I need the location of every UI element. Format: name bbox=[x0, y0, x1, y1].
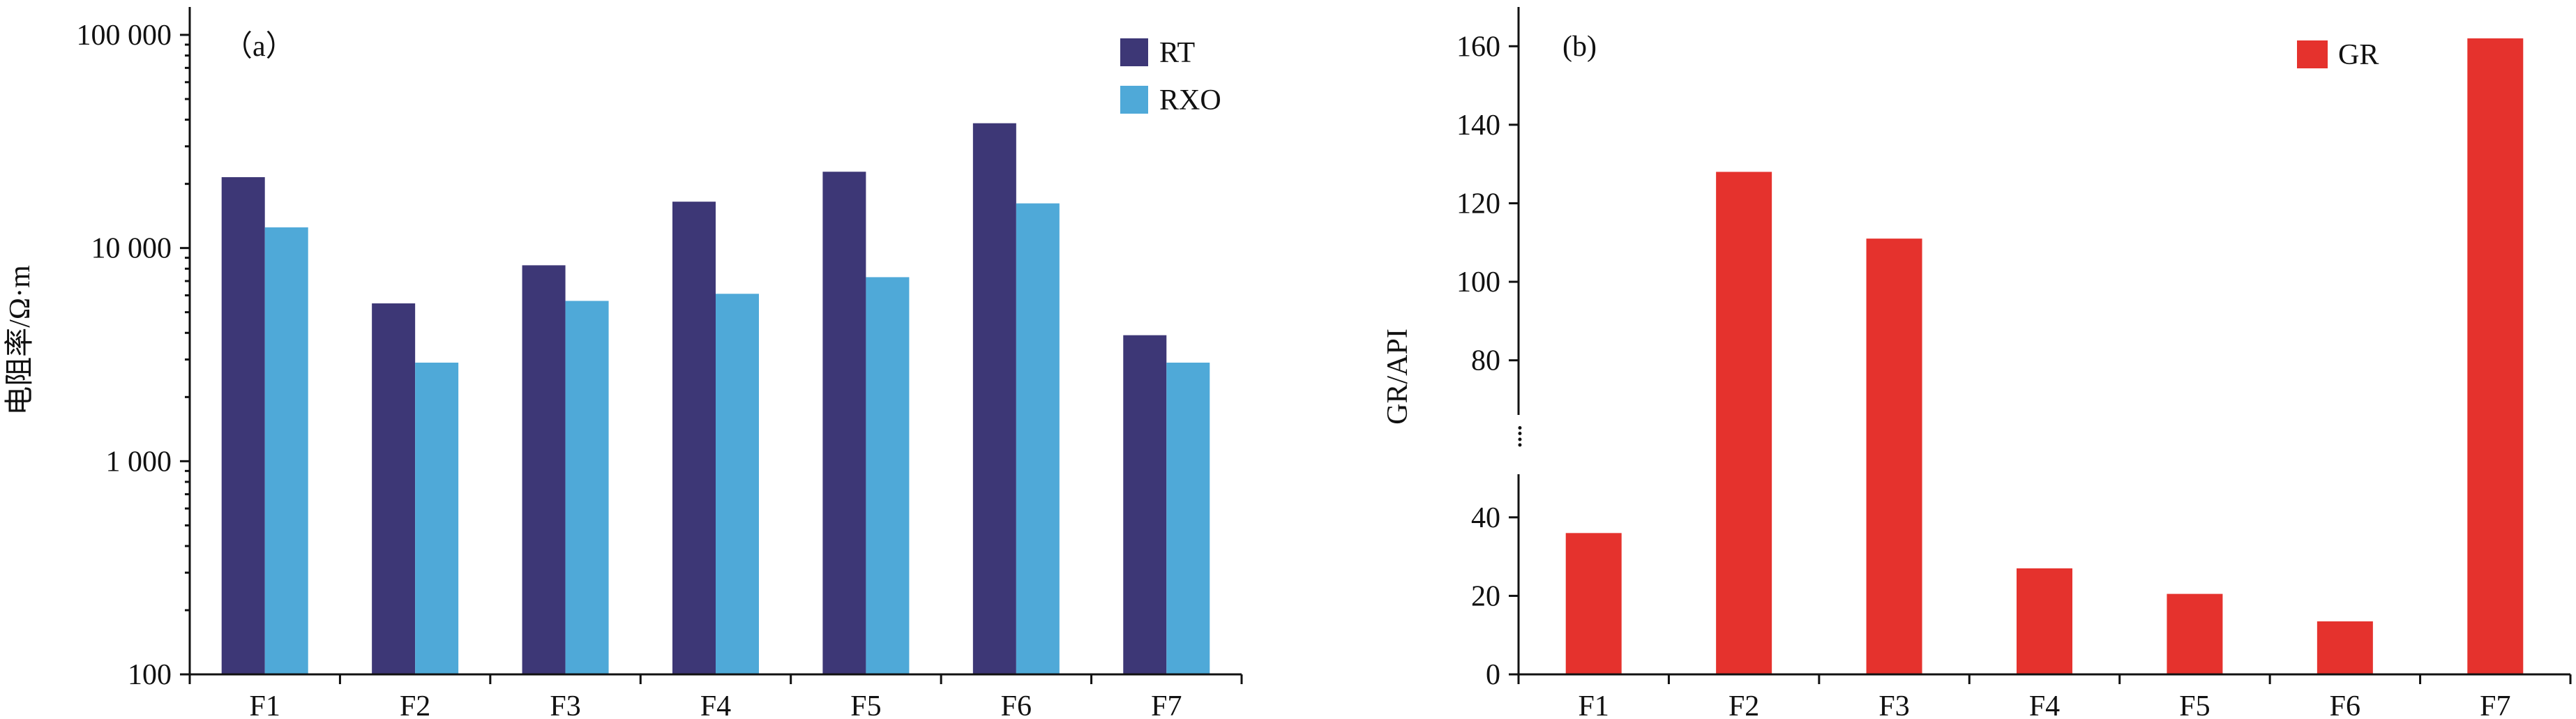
y-tick-label: 40 bbox=[1471, 502, 1500, 534]
bar-gr-f7 bbox=[2467, 38, 2524, 675]
bar-rxo-f4 bbox=[716, 294, 759, 674]
panel-a-x-ticks: F1 F2 F3 F4 F5 F6 F7 bbox=[188, 674, 1243, 719]
bar-rt-f2 bbox=[372, 303, 416, 674]
bar-rt-f3 bbox=[522, 265, 566, 674]
y-tick-label: 20 bbox=[1471, 580, 1500, 612]
legend-label-gr: GR bbox=[2338, 39, 2379, 71]
bar-rxo-f6 bbox=[1016, 203, 1060, 675]
y-tick-label: 100 000 bbox=[77, 20, 172, 52]
panel-a-y-ticks: 100 1 000 10 000 100 000 bbox=[77, 20, 190, 691]
x-tick-label-f3: F3 bbox=[1878, 690, 1909, 719]
y-tick-label: 10 000 bbox=[91, 233, 172, 265]
x-tick-label-f7: F7 bbox=[1151, 690, 1182, 719]
y-tick-label: 100 bbox=[128, 659, 172, 691]
legend-swatch-rxo bbox=[1120, 86, 1148, 114]
y-tick-label: 100 bbox=[1456, 266, 1500, 298]
bar-rxo-f2 bbox=[415, 362, 459, 674]
x-tick-label-f1: F1 bbox=[1579, 690, 1609, 719]
panel-b-label: (b) bbox=[1562, 31, 1597, 63]
panel-a-bars bbox=[221, 123, 1210, 675]
legend-swatch-gr bbox=[2297, 40, 2328, 68]
legend-label-rt: RT bbox=[1159, 37, 1195, 69]
bar-rt-f7 bbox=[1123, 335, 1167, 674]
bar-rt-f1 bbox=[221, 177, 265, 674]
panel-b-legend: GR bbox=[2297, 39, 2379, 71]
bar-rxo-f7 bbox=[1166, 362, 1210, 674]
x-tick-label-f3: F3 bbox=[550, 690, 580, 719]
bar-gr-f4 bbox=[2017, 568, 2072, 674]
y-tick-label: 120 bbox=[1456, 188, 1500, 220]
x-tick-label-f7: F7 bbox=[2480, 690, 2510, 719]
y-tick-label: 160 bbox=[1456, 31, 1500, 63]
x-tick-label-f2: F2 bbox=[400, 690, 430, 719]
bar-rxo-f5 bbox=[866, 277, 910, 674]
panel-b-bars bbox=[1565, 38, 2524, 675]
panel-b-x-ticks: F1 F2 F3 F4 F5 F6 F7 bbox=[1517, 674, 2572, 719]
x-tick-label-f4: F4 bbox=[2029, 690, 2060, 719]
bar-rt-f6 bbox=[972, 123, 1016, 675]
x-tick-label-f5: F5 bbox=[850, 690, 881, 719]
bar-rxo-f1 bbox=[264, 227, 308, 674]
legend-swatch-rt bbox=[1120, 38, 1148, 66]
x-tick-label-f5: F5 bbox=[2179, 690, 2210, 719]
bar-gr-f3 bbox=[1866, 239, 1922, 675]
bar-gr-f5 bbox=[2167, 593, 2223, 674]
bar-gr-f2 bbox=[1716, 172, 1772, 674]
x-tick-label-f6: F6 bbox=[1001, 690, 1032, 719]
panel-b-axis-break-mark: ⁞ bbox=[1516, 421, 1524, 453]
bar-rxo-f3 bbox=[565, 301, 609, 675]
panel-a: 100 1 000 10 000 100 000 F1 F2 F3 F4 F5 F6 F7 （a）… bbox=[3, 7, 1243, 719]
panel-b-y-ticks: 0 20 40 80 100 120 140 160 bbox=[1456, 31, 1519, 691]
legend-label-rxo: RXO bbox=[1159, 84, 1221, 116]
y-tick-label: 0 bbox=[1486, 659, 1500, 691]
panel-a-label: （a） bbox=[223, 31, 295, 63]
bar-rt-f4 bbox=[672, 202, 716, 674]
panel-a-legend: RT RXO bbox=[1120, 37, 1221, 116]
bar-rt-f5 bbox=[822, 172, 866, 674]
x-tick-label-f6: F6 bbox=[2330, 690, 2360, 719]
bar-gr-f1 bbox=[1565, 533, 1622, 674]
x-tick-label-f2: F2 bbox=[1728, 690, 1759, 719]
panel-b: ⁞ 0 20 40 80 100 120 140 160 F1 F2 F3 F4 F5 F6 F7 (b)… bbox=[1382, 7, 2572, 719]
panel-a-y-axis-title: 电阻率/Ω·m bbox=[3, 265, 36, 416]
x-tick-label-f4: F4 bbox=[700, 690, 731, 719]
x-tick-label-f1: F1 bbox=[250, 690, 280, 719]
y-tick-label: 140 bbox=[1456, 109, 1500, 142]
bar-gr-f6 bbox=[2317, 621, 2373, 674]
panel-b-y-axis-title: GR/API bbox=[1382, 328, 1414, 425]
y-tick-label: 80 bbox=[1471, 345, 1500, 377]
y-tick-label: 1 000 bbox=[106, 446, 172, 478]
